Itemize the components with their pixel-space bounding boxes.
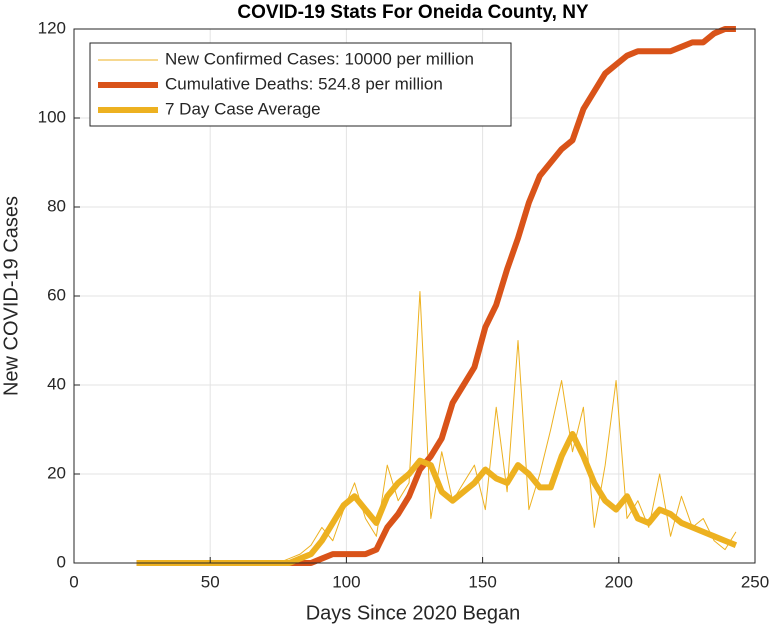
x-axis-label: Days Since 2020 Began bbox=[306, 602, 521, 624]
x-tick-label: 50 bbox=[201, 572, 220, 591]
x-tick-label: 100 bbox=[332, 572, 360, 591]
y-axis-label: New COVID-19 Cases bbox=[0, 196, 22, 396]
x-tick-label: 200 bbox=[605, 572, 633, 591]
y-tick-label: 20 bbox=[47, 463, 66, 482]
chart-title: COVID-19 Stats For Oneida County, NY bbox=[237, 2, 589, 23]
x-tick-label: 150 bbox=[468, 572, 496, 591]
legend-box bbox=[89, 42, 512, 127]
y-tick-label: 100 bbox=[38, 107, 66, 126]
y-tick-label: 0 bbox=[57, 552, 66, 571]
y-tick-label: 120 bbox=[38, 18, 66, 37]
x-tick-label: 250 bbox=[741, 572, 769, 591]
x-tick-label: 0 bbox=[69, 572, 78, 591]
legend-label: New Confirmed Cases: 10000 per million bbox=[165, 49, 474, 68]
legend-label: 7 Day Case Average bbox=[165, 99, 321, 118]
y-tick-label: 80 bbox=[47, 196, 66, 215]
y-tick-label: 40 bbox=[47, 374, 66, 393]
legend-label: Cumulative Deaths: 524.8 per million bbox=[165, 74, 443, 93]
y-tick-label: 60 bbox=[47, 285, 66, 304]
